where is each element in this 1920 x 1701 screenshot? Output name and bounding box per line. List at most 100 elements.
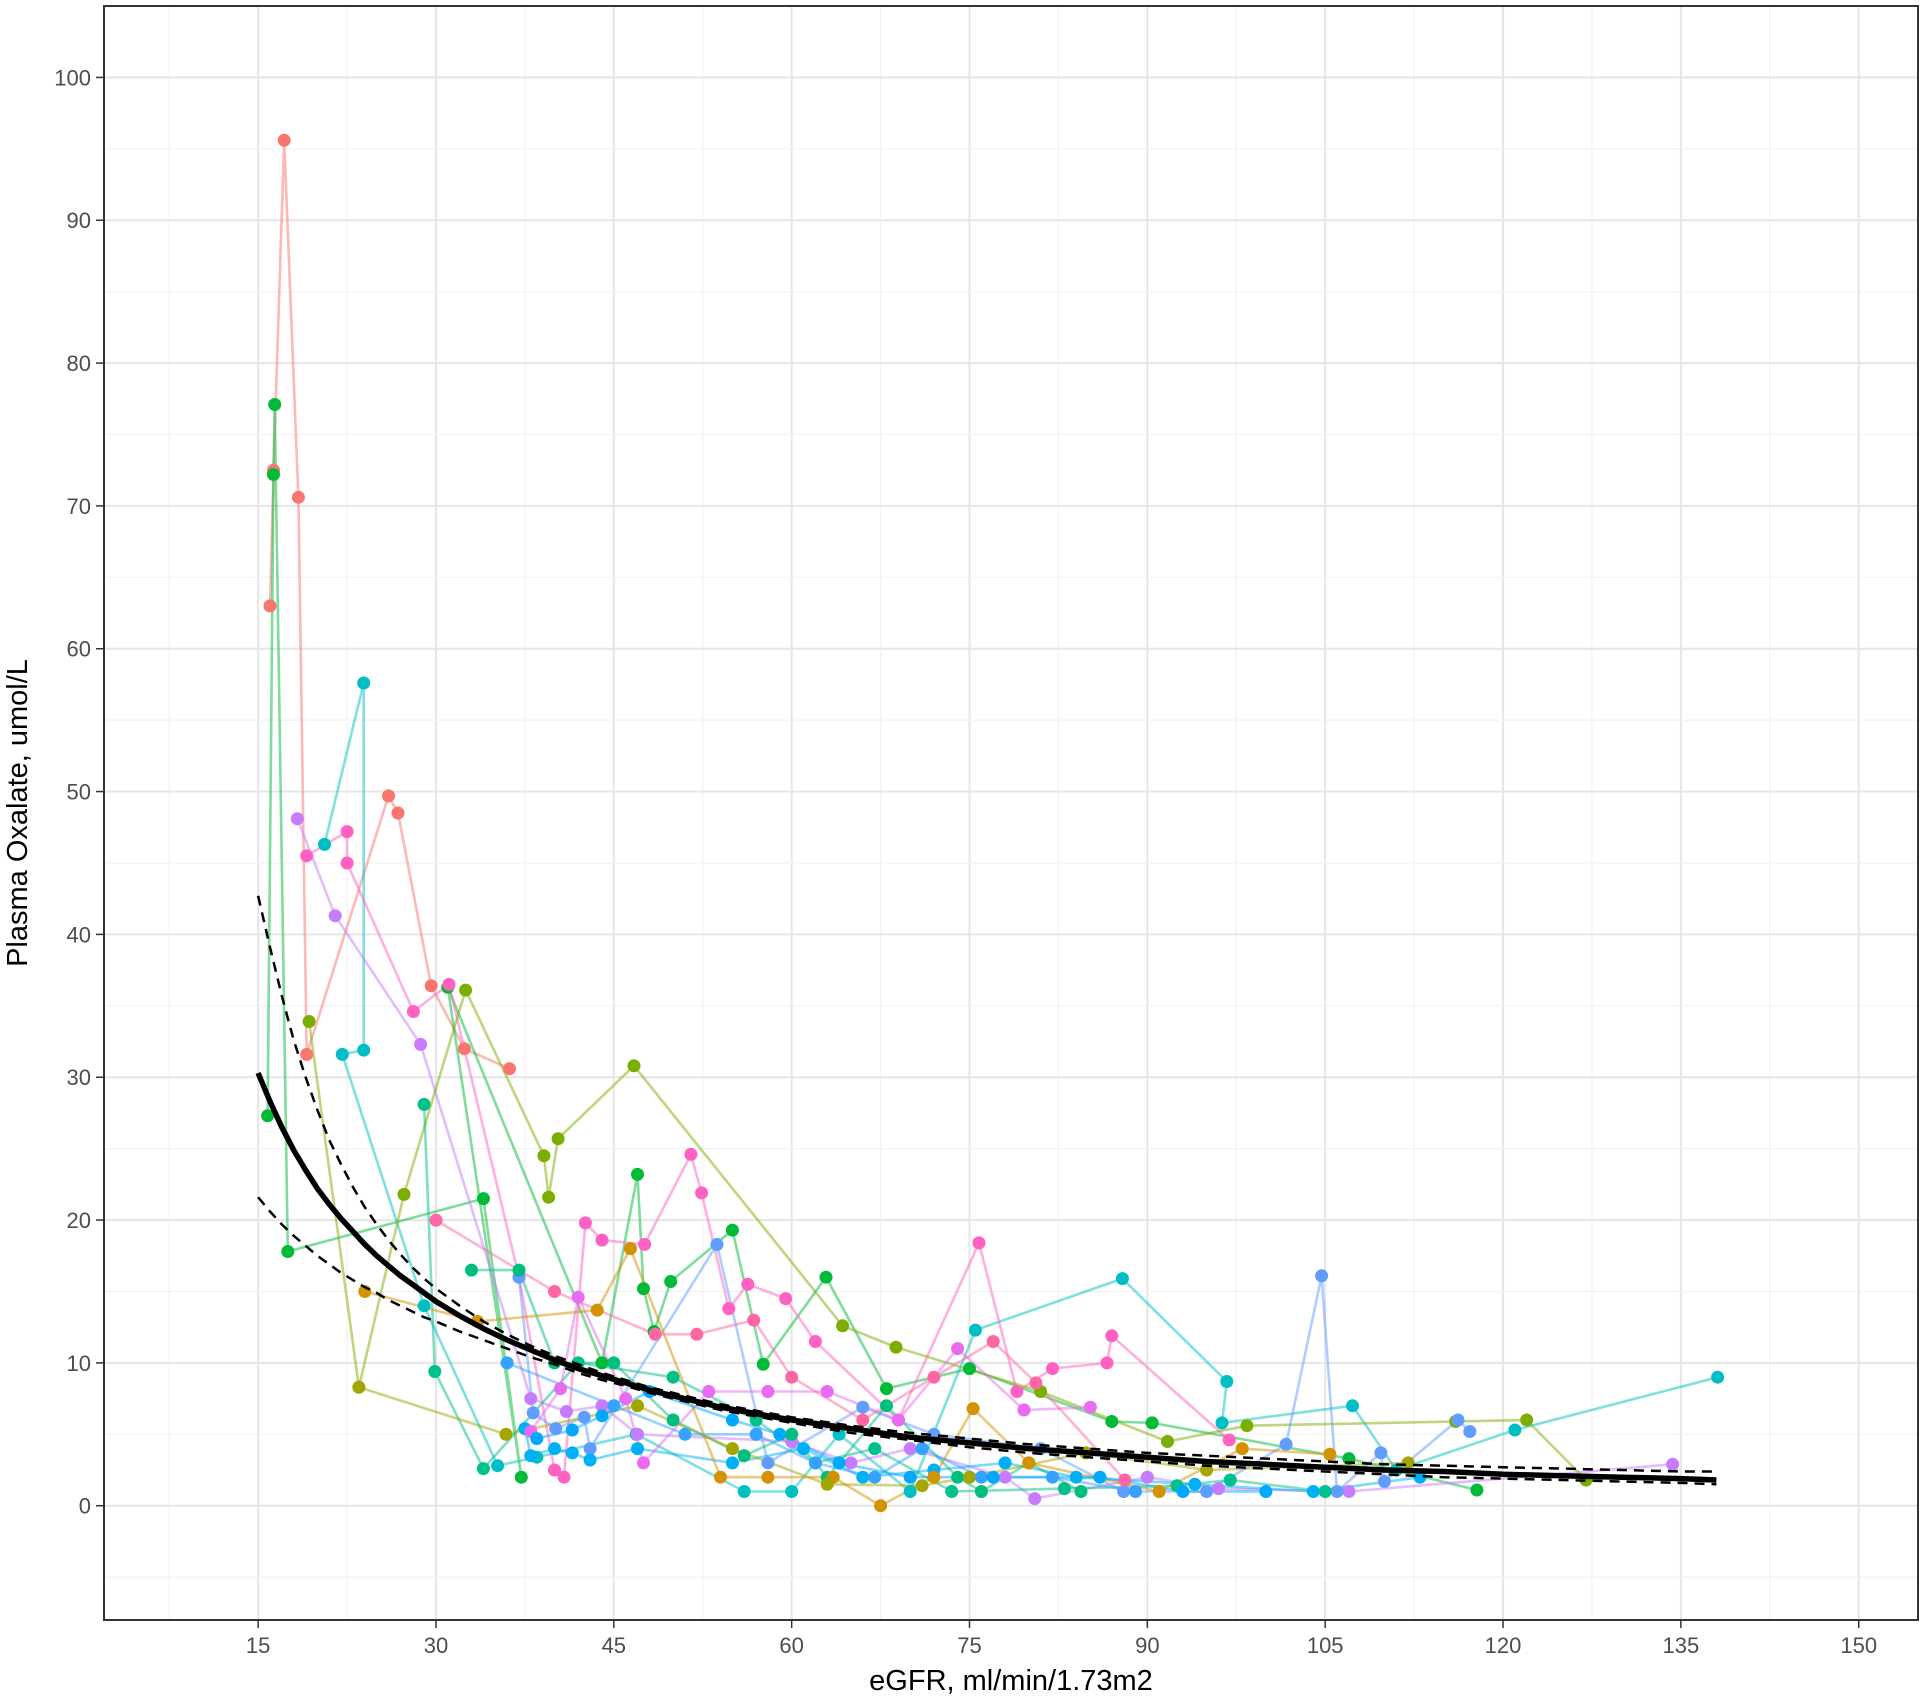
series-points (261, 133, 1725, 1513)
data-point (1378, 1475, 1391, 1488)
y-tick-label: 40 (67, 922, 91, 947)
y-tick-label: 90 (67, 208, 91, 233)
data-point (1240, 1419, 1254, 1433)
data-point (637, 1282, 650, 1296)
data-point (785, 1427, 799, 1441)
data-point (1046, 1470, 1059, 1484)
data-point (631, 1442, 644, 1456)
ci-upper-line (256, 895, 1717, 1473)
data-point (1318, 1485, 1332, 1498)
data-point (503, 1062, 516, 1076)
data-point (756, 1357, 770, 1371)
data-point (1140, 1470, 1154, 1484)
data-point (328, 909, 342, 923)
data-point (820, 1477, 834, 1491)
data-point (340, 856, 354, 870)
data-point (974, 1470, 988, 1484)
data-point (1010, 1385, 1024, 1398)
series-line-13 (358, 1385, 1409, 1488)
data-point (565, 1423, 579, 1437)
data-point (300, 1047, 314, 1061)
data-point (417, 1097, 431, 1111)
data-point (514, 1470, 528, 1484)
data-point (1413, 1470, 1427, 1484)
data-point (1279, 1437, 1293, 1451)
data-point (1463, 1425, 1477, 1438)
data-point (998, 1456, 1012, 1470)
data-point (397, 1187, 411, 1201)
data-point (565, 1446, 579, 1460)
ci-lower-line (257, 1196, 1717, 1486)
data-point (915, 1442, 929, 1456)
data-point (1346, 1399, 1359, 1413)
data-point (1306, 1485, 1320, 1498)
data-point (1259, 1485, 1273, 1498)
data-point (548, 1442, 561, 1456)
data-point (903, 1485, 917, 1498)
x-tick-label: 90 (1135, 1633, 1159, 1658)
data-point (512, 1263, 526, 1277)
fit-curve (255, 895, 1717, 1486)
data-point (1093, 1470, 1107, 1484)
data-point (1129, 1485, 1142, 1498)
data-point (998, 1470, 1012, 1484)
data-point (457, 1042, 471, 1056)
data-point (737, 1449, 751, 1463)
data-point (429, 1213, 443, 1227)
data-point (832, 1456, 846, 1470)
data-point (571, 1290, 585, 1304)
data-point (595, 1409, 609, 1423)
data-point (648, 1327, 662, 1341)
data-point (1028, 1492, 1042, 1506)
data-point (741, 1277, 755, 1291)
data-point (357, 1043, 371, 1057)
data-point (1508, 1423, 1522, 1437)
data-point (281, 1245, 295, 1258)
data-point (583, 1442, 597, 1456)
data-point (595, 1233, 609, 1247)
x-tick-label: 60 (779, 1633, 803, 1658)
data-point (808, 1456, 822, 1470)
data-point (666, 1370, 680, 1384)
data-point (300, 849, 314, 863)
y-tick-label: 70 (67, 494, 91, 519)
data-point (548, 1285, 561, 1298)
data-point (1057, 1482, 1071, 1496)
data-point (725, 1223, 739, 1237)
data-point (761, 1456, 775, 1470)
data-point (968, 1323, 982, 1337)
data-point (903, 1442, 917, 1456)
data-point (761, 1470, 775, 1484)
data-point (1017, 1403, 1031, 1417)
data-point (974, 1485, 988, 1498)
data-point (590, 1303, 604, 1317)
data-point (623, 1242, 637, 1256)
data-point (302, 1015, 316, 1028)
data-point (476, 1462, 490, 1476)
data-point (844, 1456, 858, 1470)
y-tick-label: 20 (67, 1208, 91, 1233)
data-point (1176, 1485, 1190, 1498)
data-point (690, 1327, 704, 1341)
x-tick-label: 120 (1485, 1633, 1522, 1658)
data-point (476, 1192, 490, 1206)
data-point (459, 983, 473, 997)
data-point (874, 1499, 888, 1513)
data-point (526, 1406, 540, 1420)
data-point (664, 1275, 678, 1288)
x-axis-title: eGFR, ml/min/1.73m2 (869, 1665, 1153, 1697)
data-point (725, 1456, 739, 1470)
data-point (1022, 1456, 1036, 1470)
data-point (340, 825, 354, 839)
data-point (557, 1470, 571, 1484)
y-tick-label: 60 (67, 637, 91, 662)
data-point (631, 1427, 644, 1441)
data-point (619, 1392, 633, 1406)
data-point (856, 1413, 870, 1427)
data-point (595, 1356, 609, 1370)
data-point (578, 1216, 592, 1230)
data-point (695, 1186, 709, 1200)
x-tick-label: 30 (424, 1633, 448, 1658)
data-point (414, 1037, 428, 1051)
data-point (491, 1459, 505, 1473)
